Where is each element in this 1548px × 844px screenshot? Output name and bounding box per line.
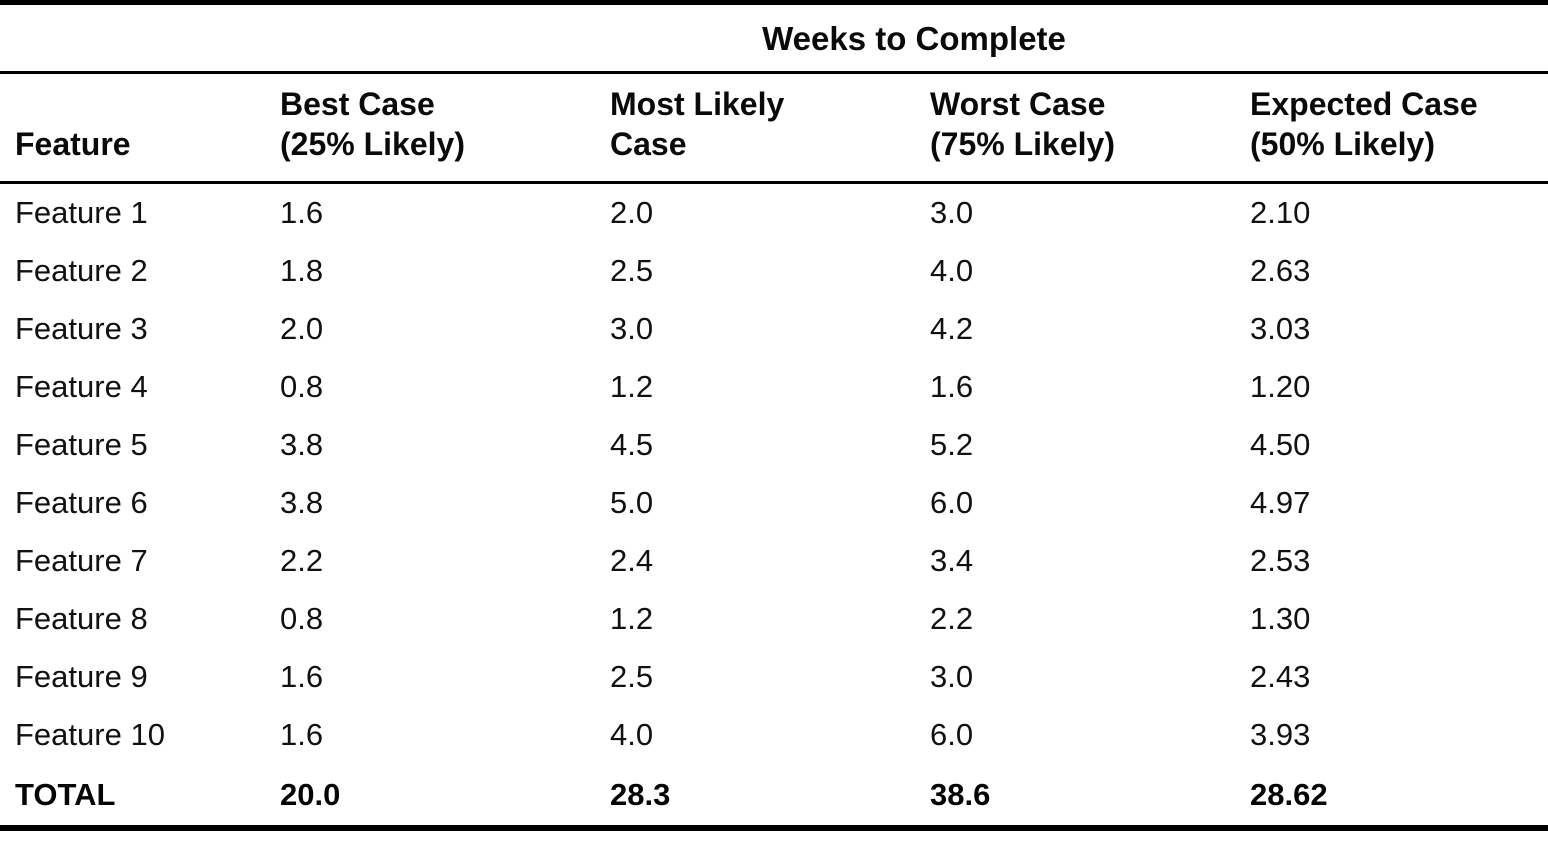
table-row: Feature 3 2.0 3.0 4.2 3.03 bbox=[0, 300, 1548, 358]
total-expected-case-value: 28.62 bbox=[1250, 776, 1328, 812]
feature-label: Feature 2 bbox=[15, 253, 148, 288]
best-case-value: 2.0 bbox=[280, 311, 324, 346]
table-row: Feature 4 0.8 1.2 1.6 1.20 bbox=[0, 358, 1548, 416]
table-row: Feature 5 3.8 4.5 5.2 4.50 bbox=[0, 416, 1548, 474]
worst-case-value: 5.2 bbox=[930, 427, 974, 462]
span-header-row: Weeks to Complete bbox=[0, 2, 1548, 74]
expected-case-value: 2.63 bbox=[1250, 253, 1311, 288]
expected-case-value: 2.43 bbox=[1250, 659, 1311, 694]
column-header-feature: Feature bbox=[0, 72, 280, 184]
expected-case-value: 2.53 bbox=[1250, 543, 1311, 578]
worst-case-value: 3.0 bbox=[930, 659, 974, 694]
most-likely-value: 4.5 bbox=[610, 427, 654, 462]
best-case-value: 2.2 bbox=[280, 543, 324, 578]
total-worst-case-value: 38.6 bbox=[930, 776, 991, 812]
most-likely-value: 4.0 bbox=[610, 717, 654, 752]
column-header-worst-case: Worst Case (75% Likely) bbox=[930, 72, 1250, 184]
worst-case-value: 3.4 bbox=[930, 543, 974, 578]
column-header-expected-case: Expected Case (50% Likely) bbox=[1250, 72, 1548, 184]
best-case-value: 1.6 bbox=[280, 717, 324, 752]
best-case-value: 3.8 bbox=[280, 427, 324, 462]
most-likely-value: 2.0 bbox=[610, 195, 654, 230]
table-row: Feature 7 2.2 2.4 3.4 2.53 bbox=[0, 532, 1548, 590]
expected-case-value: 4.50 bbox=[1250, 427, 1311, 462]
best-case-value: 0.8 bbox=[280, 369, 324, 404]
most-likely-value: 2.4 bbox=[610, 543, 654, 578]
span-header-spacer bbox=[0, 2, 280, 74]
worst-case-value: 1.6 bbox=[930, 369, 974, 404]
best-case-value: 3.8 bbox=[280, 485, 324, 520]
total-row: TOTAL 20.0 28.3 38.6 28.62 bbox=[0, 764, 1548, 828]
table-row: Feature 9 1.6 2.5 3.0 2.43 bbox=[0, 648, 1548, 706]
table-row: Feature 10 1.6 4.0 6.0 3.93 bbox=[0, 706, 1548, 764]
worst-case-value: 6.0 bbox=[930, 485, 974, 520]
column-header-most-likely-case: Most Likely Case bbox=[610, 72, 930, 184]
most-likely-value: 2.5 bbox=[610, 659, 654, 694]
table-row: Feature 1 1.6 2.0 3.0 2.10 bbox=[0, 183, 1548, 243]
table-title: Weeks to Complete bbox=[280, 2, 1548, 74]
worst-case-value: 2.2 bbox=[930, 601, 974, 636]
feature-label: Feature 3 bbox=[15, 311, 148, 346]
total-label: TOTAL bbox=[15, 776, 116, 812]
column-header-row: Feature Best Case (25% Likely) Most Like… bbox=[0, 72, 1548, 184]
worst-case-value: 6.0 bbox=[930, 717, 974, 752]
column-header-best-case: Best Case (25% Likely) bbox=[280, 72, 610, 184]
expected-case-value: 2.10 bbox=[1250, 195, 1311, 230]
most-likely-value: 3.0 bbox=[610, 311, 654, 346]
feature-label: Feature 4 bbox=[15, 369, 148, 404]
expected-case-value: 4.97 bbox=[1250, 485, 1311, 520]
expected-case-value: 3.03 bbox=[1250, 311, 1311, 346]
best-case-value: 1.8 bbox=[280, 253, 324, 288]
feature-label: Feature 7 bbox=[15, 543, 148, 578]
feature-label: Feature 8 bbox=[15, 601, 148, 636]
worst-case-value: 4.0 bbox=[930, 253, 974, 288]
worst-case-value: 3.0 bbox=[930, 195, 974, 230]
best-case-value: 1.6 bbox=[280, 195, 324, 230]
table-row: Feature 2 1.8 2.5 4.0 2.63 bbox=[0, 242, 1548, 300]
most-likely-value: 1.2 bbox=[610, 369, 654, 404]
feature-label: Feature 9 bbox=[15, 659, 148, 694]
feature-label: Feature 1 bbox=[15, 195, 148, 230]
feature-label: Feature 6 bbox=[15, 485, 148, 520]
best-case-value: 0.8 bbox=[280, 601, 324, 636]
expected-case-value: 3.93 bbox=[1250, 717, 1311, 752]
most-likely-value: 2.5 bbox=[610, 253, 654, 288]
table-row: Feature 8 0.8 1.2 2.2 1.30 bbox=[0, 590, 1548, 648]
expected-case-value: 1.30 bbox=[1250, 601, 1311, 636]
expected-case-value: 1.20 bbox=[1250, 369, 1311, 404]
most-likely-value: 1.2 bbox=[610, 601, 654, 636]
best-case-value: 1.6 bbox=[280, 659, 324, 694]
feature-label: Feature 5 bbox=[15, 427, 148, 462]
total-most-likely-value: 28.3 bbox=[610, 776, 671, 812]
worst-case-value: 4.2 bbox=[930, 311, 974, 346]
most-likely-value: 5.0 bbox=[610, 485, 654, 520]
feature-label: Feature 10 bbox=[15, 717, 165, 752]
total-best-case-value: 20.0 bbox=[280, 776, 341, 812]
table-row: Feature 6 3.8 5.0 6.0 4.97 bbox=[0, 474, 1548, 532]
